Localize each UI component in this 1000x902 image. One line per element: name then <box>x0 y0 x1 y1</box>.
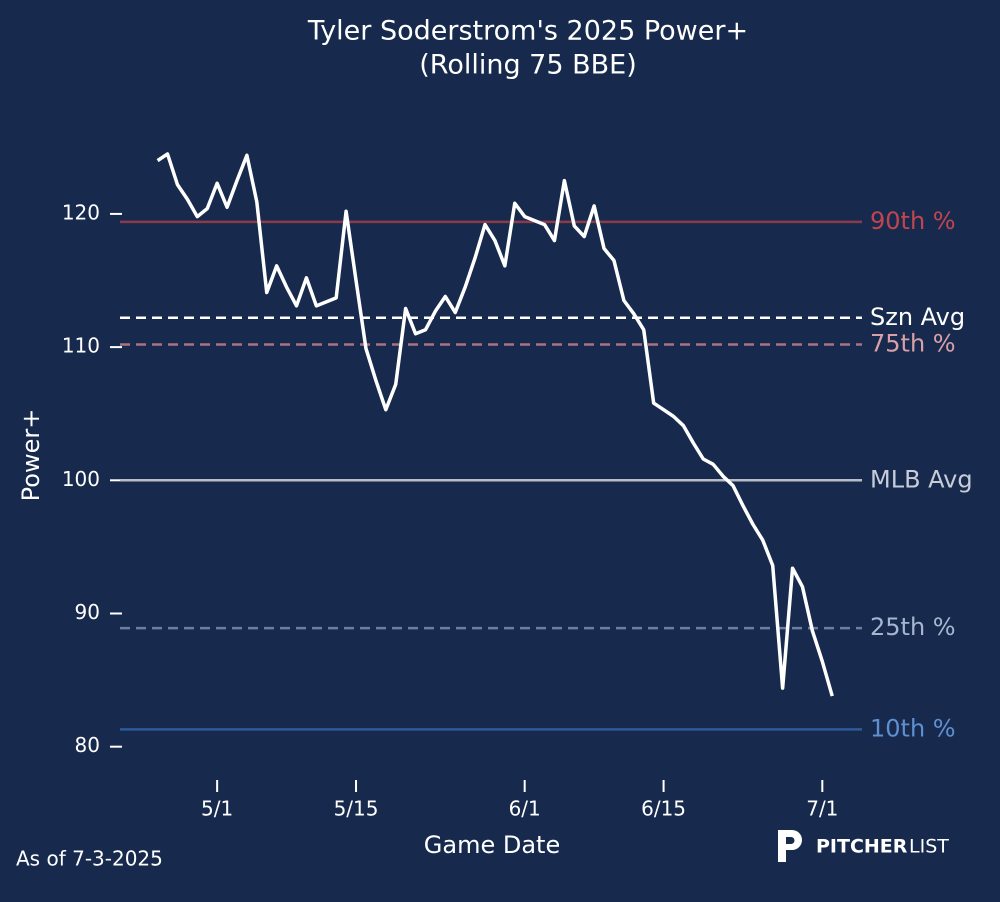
reference-label: 75th % <box>870 329 956 357</box>
x-tick-label: 5/15 <box>334 797 379 821</box>
data-line <box>156 152 834 697</box>
y-tick-label: 90 <box>75 600 100 624</box>
chart-subtitle: (Rolling 75 BBE) <box>419 50 637 81</box>
x-tick-label: 6/1 <box>509 797 541 821</box>
reference-label: 90th % <box>870 207 956 235</box>
reference-label: Szn Avg <box>870 303 965 331</box>
logo-text: LIST <box>909 836 949 858</box>
y-tick-label: 80 <box>75 733 100 757</box>
x-tick-label: 6/15 <box>641 797 686 821</box>
x-tick-label: 7/1 <box>806 797 838 821</box>
x-tick-label: 5/1 <box>201 797 233 821</box>
y-axis-label: Power+ <box>17 409 45 502</box>
y-tick-label: 100 <box>62 467 100 491</box>
reference-label: 25th % <box>870 613 956 641</box>
chart-title: Tyler Soderstrom's 2025 Power+ <box>307 16 748 47</box>
x-axis-label: Game Date <box>424 831 560 859</box>
logo-icon <box>778 830 802 862</box>
reference-label: MLB Avg <box>870 465 973 493</box>
logo-text: PITCHER <box>816 836 908 858</box>
reference-label: 10th % <box>870 714 956 742</box>
y-tick-label: 110 <box>62 334 100 358</box>
y-tick-label: 120 <box>62 200 100 224</box>
logo: PITCHER LIST <box>778 830 949 862</box>
footnote: As of 7-3-2025 <box>16 847 163 871</box>
